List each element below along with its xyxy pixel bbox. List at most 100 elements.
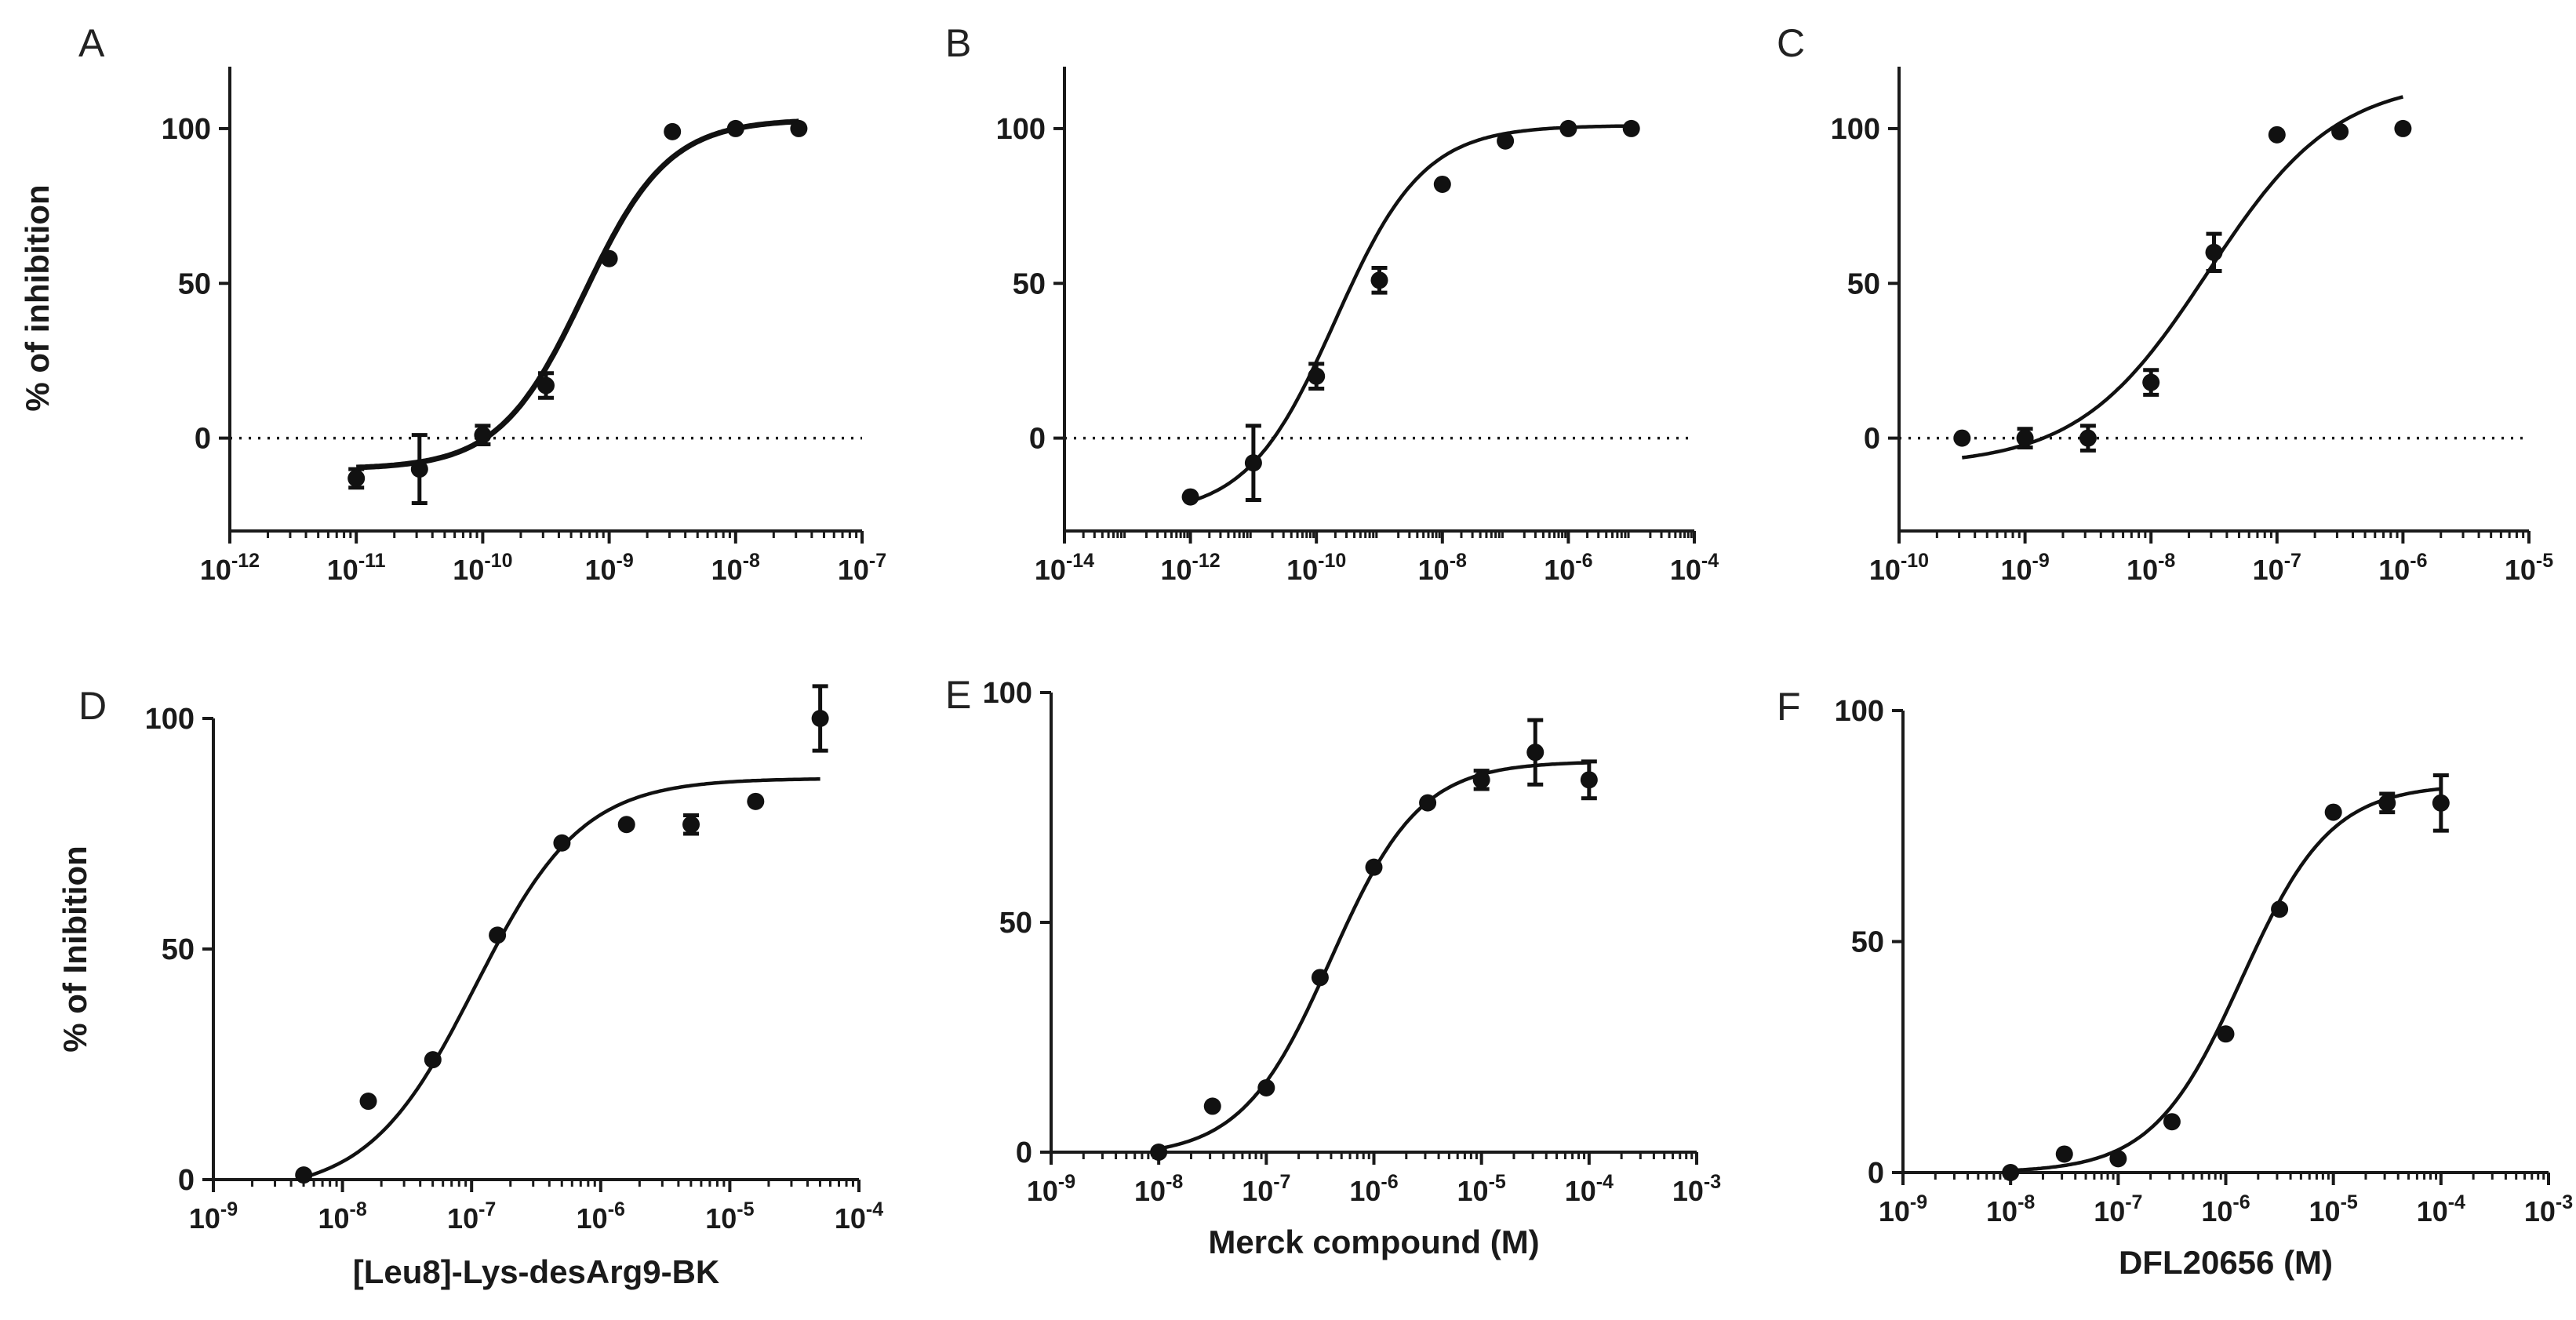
data-point [489, 926, 507, 944]
x-tick-label: 10-9 [2000, 550, 2049, 586]
panel-letter: E [945, 673, 971, 717]
y-tick-label: 50 [1847, 267, 1880, 300]
data-point [1244, 454, 1262, 472]
x-tick-label: 10-8 [1418, 550, 1467, 586]
data-point [664, 122, 682, 140]
y-tick-label: 50 [999, 907, 1032, 940]
panel-letter: C [1777, 21, 1805, 65]
panel-letter: D [78, 684, 107, 728]
data-point [1311, 969, 1329, 987]
panel-E: E 0 50 100 10-9 10-8 10-7 10-6 10-5 10-4 10-3 Merck… [945, 673, 1721, 1260]
y-tick-label: 0 [1029, 423, 1046, 456]
data-point [1370, 271, 1388, 289]
x-tick-label: 10-6 [1544, 550, 1592, 586]
x-tick-label: 10-3 [2524, 1191, 2573, 1227]
x-tick-label: 10-5 [2505, 550, 2553, 586]
x-tick-label: 10-5 [2309, 1191, 2358, 1227]
data-point [617, 816, 635, 834]
data-point [1257, 1078, 1275, 1096]
x-tick-label: 10-7 [2253, 550, 2301, 586]
data-point [747, 792, 765, 810]
fit-curve [1961, 95, 2404, 460]
x-tick-label: 10-7 [447, 1198, 496, 1235]
y-tick-label: 0 [1864, 423, 1880, 456]
y-tick-label: 100 [1835, 695, 1884, 728]
data-point [1203, 1097, 1221, 1115]
x-tick-label: 10-4 [835, 1198, 883, 1235]
y-tick-label: 50 [1013, 267, 1046, 300]
panel-letter: B [945, 21, 971, 65]
x-axis-title: Merck compound (M) [1208, 1224, 1539, 1260]
y-tick-label: 0 [1016, 1136, 1032, 1169]
fit-curve [2010, 787, 2442, 1173]
x-tick-label: 10-6 [2201, 1191, 2250, 1227]
data-point [1365, 858, 1383, 876]
data-point [1472, 771, 1490, 789]
x-tick-label: 10-12 [200, 550, 260, 586]
data-point [1433, 175, 1451, 193]
data-point [2016, 429, 2034, 447]
x-tick-label: 10-8 [1134, 1171, 1183, 1207]
x-tick-label: 10-7 [2094, 1191, 2142, 1227]
panel-letter: A [78, 21, 105, 65]
x-axis-title: DFL20656 (M) [2119, 1244, 2333, 1281]
x-tick-label: 10-9 [1879, 1191, 1927, 1227]
y-tick-label: 100 [145, 703, 195, 736]
x-tick-label: 10-7 [1242, 1171, 1290, 1207]
panel-B: B 0 50 100 10-14 10-12 10-10 10-8 10-6 10-4 [945, 21, 1719, 586]
y-tick-label: 100 [996, 113, 1046, 146]
data-point [2163, 1113, 2181, 1131]
x-tick-label: 10-4 [2417, 1191, 2465, 1227]
y-tick-label: 0 [1868, 1157, 1884, 1190]
x-tick-label: 10-11 [327, 550, 386, 586]
data-point [2002, 1164, 2020, 1181]
y-tick-label: 50 [178, 267, 211, 300]
x-tick-label: 10-7 [838, 550, 886, 586]
x-tick-label: 10-10 [1286, 550, 1346, 586]
data-point [2217, 1025, 2235, 1043]
x-tick-label: 10-9 [584, 550, 633, 586]
x-tick-label: 10-6 [1349, 1171, 1398, 1207]
data-point [2109, 1150, 2127, 1168]
data-point [811, 710, 829, 727]
data-point [2271, 900, 2289, 918]
data-point [1559, 119, 1577, 137]
data-point [2055, 1145, 2073, 1163]
data-point [2142, 373, 2160, 391]
x-tick-label: 10-6 [2378, 550, 2427, 586]
panel-C: C 0 50 100 10-10 10-9 10-8 10-7 10-6 10-5 [1777, 21, 2553, 586]
data-point [1181, 488, 1199, 506]
data-point [682, 816, 700, 834]
data-point [1497, 132, 1515, 150]
y-tick-label: 0 [195, 423, 211, 456]
x-tick-label: 10-14 [1035, 550, 1094, 586]
x-tick-label: 10-5 [1457, 1171, 1506, 1207]
panel-D: D 0 50 100 10-9 10-8 10-7 10-6 10-5 10-4 % of Inib… [56, 684, 883, 1290]
panel-letter: F [1777, 685, 1801, 729]
x-tick-label: 10-9 [189, 1198, 238, 1235]
fit-curve [356, 118, 799, 471]
data-point [424, 1051, 442, 1069]
data-point [295, 1166, 313, 1184]
x-tick-label: 10-4 [1565, 1171, 1614, 1207]
data-point [790, 119, 808, 137]
x-tick-label: 10-12 [1161, 550, 1221, 586]
y-tick-label: 50 [1851, 926, 1884, 959]
panel-F: F 0 50 100 10-9 10-8 10-7 10-6 10-5 10-4 10-3 DFL20… [1777, 685, 2573, 1281]
panel-A: A 0 50 100 10-12 10-11 10-10 10-9 10-8 10-7 % of i… [19, 21, 886, 586]
data-point [2394, 119, 2412, 137]
data-point [2331, 122, 2349, 140]
data-point [600, 249, 618, 267]
x-tick-label: 10-8 [318, 1198, 366, 1235]
x-tick-label: 10-10 [453, 550, 512, 586]
data-point [1580, 771, 1598, 789]
y-tick-label: 100 [1831, 113, 1880, 146]
y-axis-title: % of Inibition [56, 845, 93, 1053]
x-tick-label: 10-8 [2127, 550, 2175, 586]
y-tick-label: 0 [178, 1164, 195, 1197]
data-point [2378, 794, 2396, 812]
data-point [1308, 367, 1326, 385]
x-tick-label: 10-6 [577, 1198, 625, 1235]
y-tick-label: 50 [162, 933, 195, 966]
